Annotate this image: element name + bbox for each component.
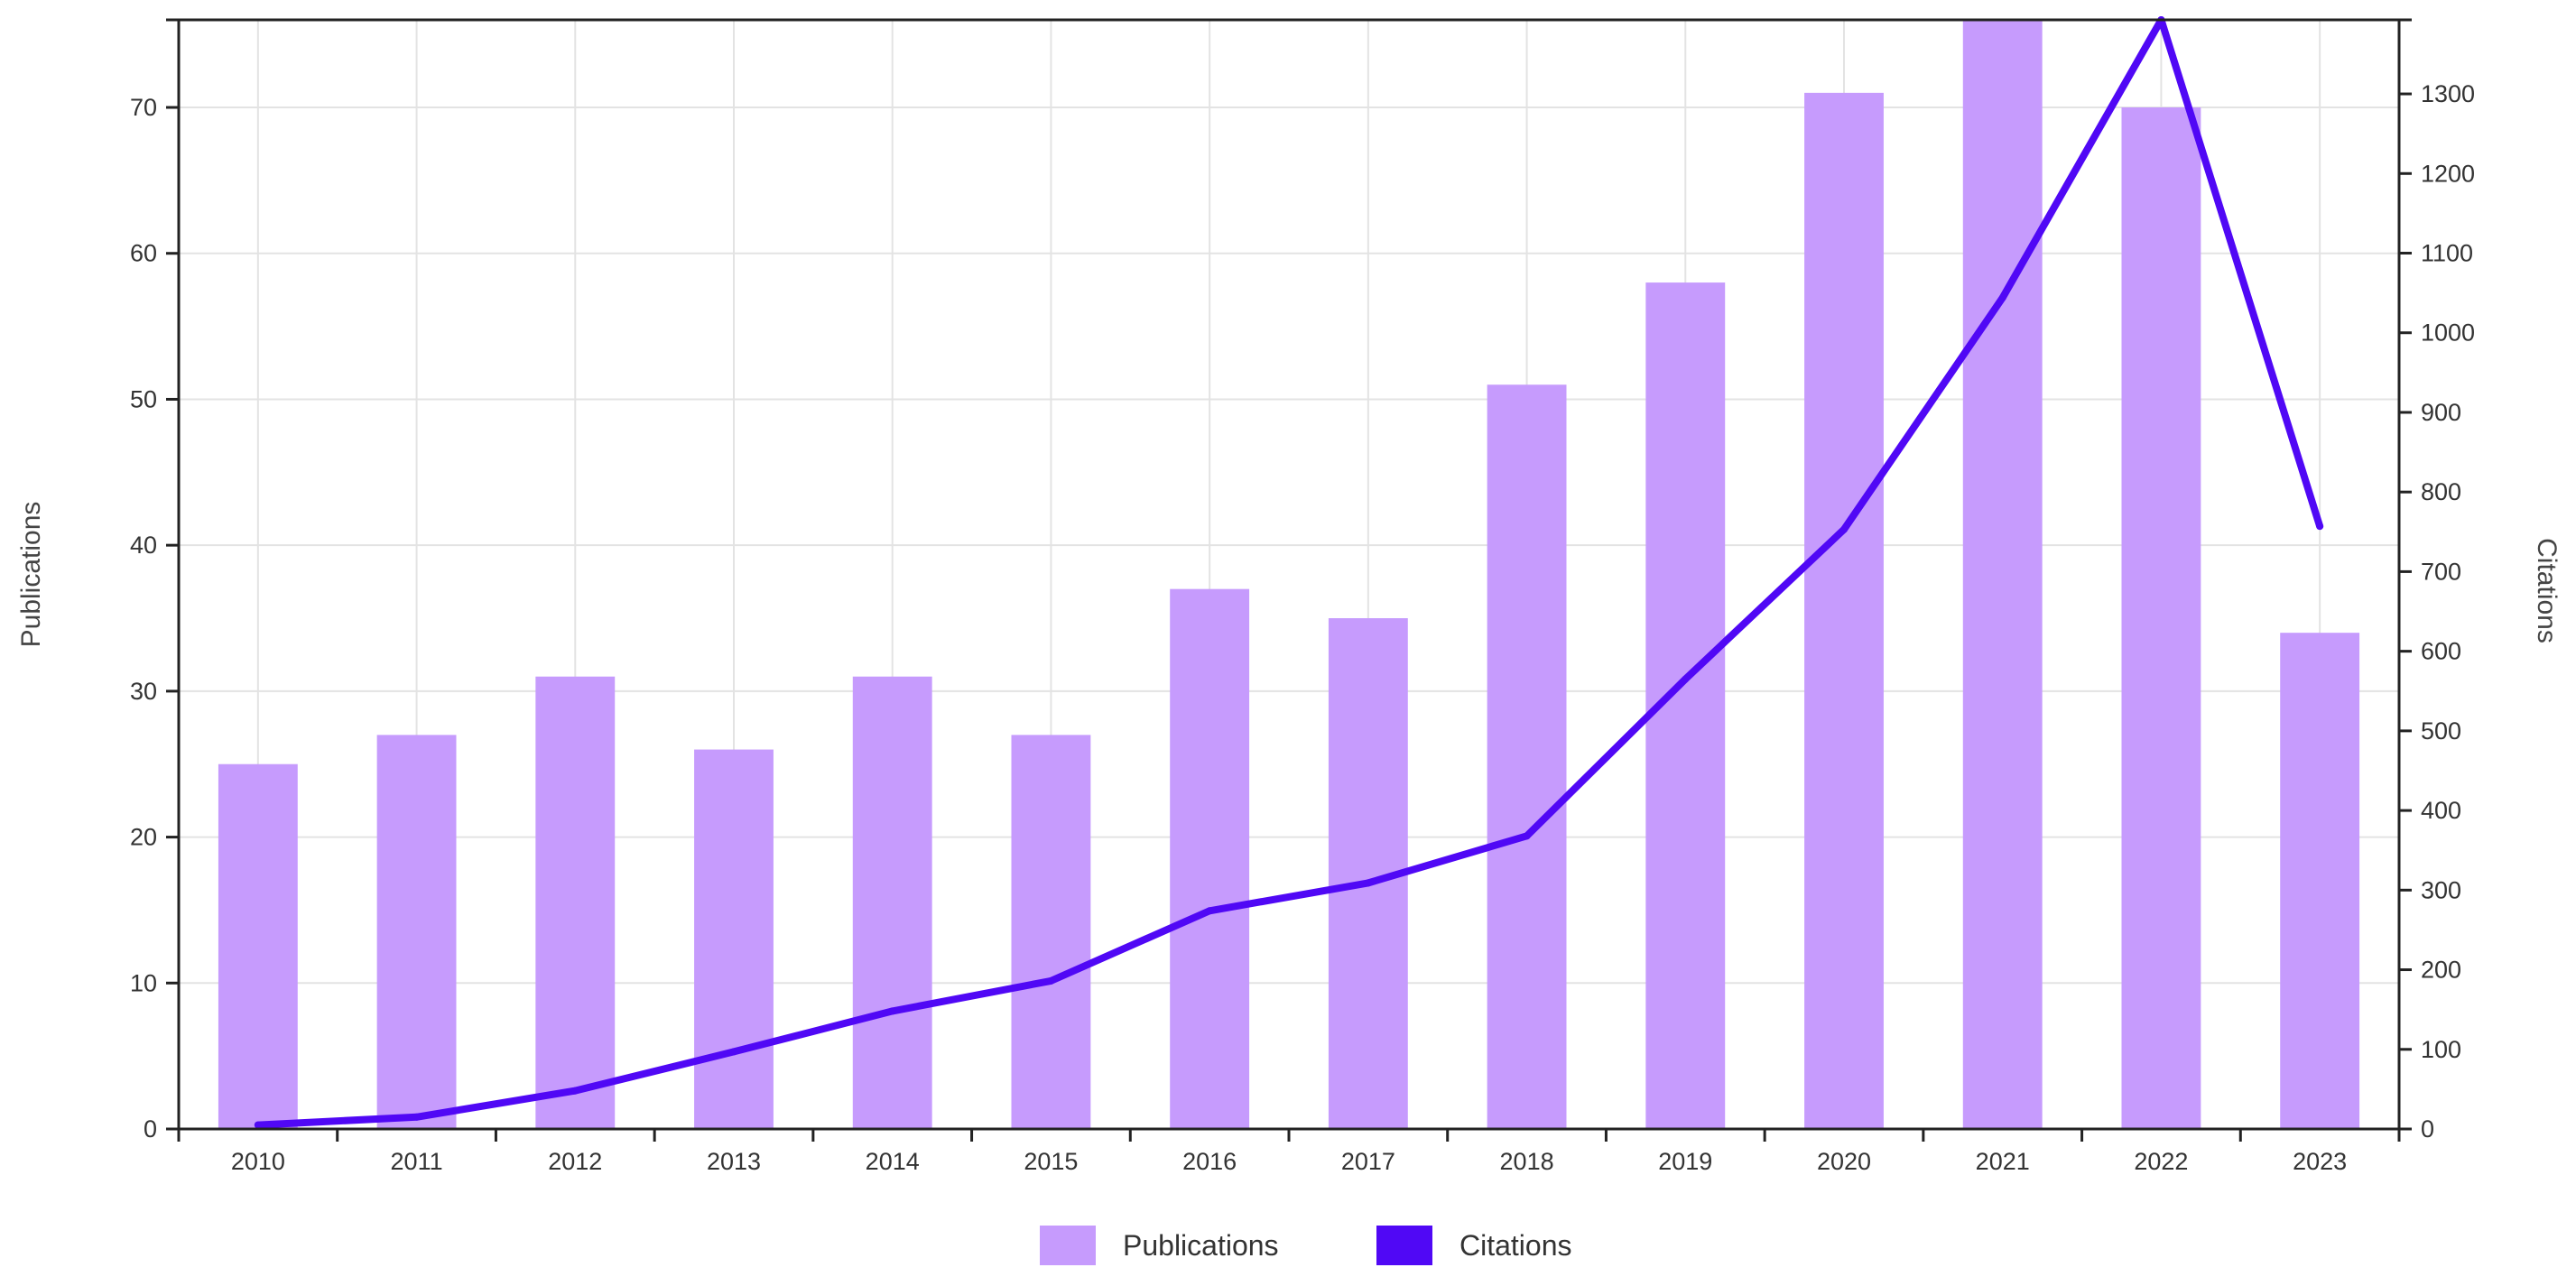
x-tick-label: 2010	[231, 1148, 285, 1175]
y-tick-label-left: 20	[130, 824, 157, 851]
legend-swatch-citations	[1376, 1226, 1432, 1265]
y-tick-label-right: 1100	[2421, 240, 2473, 267]
legend-label-citations: Citations	[1459, 1229, 1572, 1262]
point-citations-2013[interactable]	[730, 1048, 737, 1056]
x-tick-label: 2013	[707, 1148, 761, 1175]
legend-item-publications[interactable]: Publications	[1040, 1226, 1279, 1265]
bar-publications-2016[interactable]	[1170, 588, 1250, 1129]
point-citations-2018[interactable]	[1523, 832, 1531, 840]
x-tick-label: 2021	[1976, 1148, 2030, 1175]
x-tick-label: 2016	[1182, 1148, 1237, 1175]
point-citations-2012[interactable]	[571, 1087, 579, 1095]
point-citations-2021[interactable]	[1998, 293, 2006, 301]
y-tick-label-left: 50	[130, 385, 157, 412]
y-tick-label-right: 100	[2421, 1036, 2461, 1063]
bars-layer	[218, 20, 2360, 1130]
bar-publications-2022[interactable]	[2121, 107, 2201, 1129]
y-tick-label-right: 500	[2421, 717, 2461, 745]
legend[interactable]: Publications Citations	[1040, 1226, 1572, 1265]
y-tick-label-right: 800	[2421, 478, 2461, 505]
x-tick-label: 2012	[548, 1148, 602, 1175]
bar-publications-2021[interactable]	[1962, 20, 2043, 1129]
y-axis-title-left: Publications	[16, 502, 46, 648]
bar-publications-2020[interactable]	[1804, 92, 1884, 1130]
y-tick-label-left: 70	[130, 94, 157, 121]
bar-publications-2015[interactable]	[1011, 735, 1091, 1129]
y-tick-label-right: 600	[2421, 638, 2461, 665]
point-citations-2015[interactable]	[1047, 976, 1055, 985]
y-tick-label-right: 700	[2421, 558, 2461, 585]
axes-layer	[166, 18, 2412, 1142]
y-tick-label-left: 30	[130, 678, 157, 705]
legend-item-citations[interactable]: Citations	[1376, 1226, 1572, 1265]
y-tick-label-right: 0	[2421, 1115, 2434, 1143]
x-tick-label: 2019	[1658, 1148, 1712, 1175]
x-tick-label: 2018	[1500, 1148, 1554, 1175]
labels-layer: 0102030405060700100200300400500600700800…	[16, 80, 2562, 1175]
bar-publications-2011[interactable]	[376, 735, 457, 1129]
bar-publications-2014[interactable]	[852, 676, 932, 1129]
y-tick-label-right: 1200	[2421, 160, 2475, 187]
bar-publications-2018[interactable]	[1487, 384, 1567, 1129]
y-tick-label-right: 400	[2421, 797, 2461, 824]
y-tick-label-left: 60	[130, 240, 157, 267]
bar-publications-2023[interactable]	[2280, 633, 2360, 1129]
x-tick-label: 2022	[2134, 1148, 2188, 1175]
x-tick-label: 2014	[866, 1148, 920, 1175]
point-citations-2017[interactable]	[1364, 879, 1372, 887]
bar-publications-2013[interactable]	[694, 749, 774, 1129]
point-citations-2016[interactable]	[1206, 907, 1214, 915]
bar-publications-2010[interactable]	[218, 763, 298, 1129]
legend-swatch-publications	[1040, 1226, 1096, 1265]
line-citations[interactable]	[254, 16, 2324, 1129]
point-citations-2019[interactable]	[1682, 675, 1690, 683]
x-tick-label: 2017	[1341, 1148, 1395, 1175]
y-tick-label-right: 900	[2421, 399, 2461, 426]
x-tick-label: 2011	[391, 1148, 443, 1175]
point-citations-2010[interactable]	[254, 1121, 262, 1129]
y-tick-label-right: 200	[2421, 957, 2461, 984]
y-tick-label-right: 1000	[2421, 319, 2475, 347]
y-tick-label-right: 300	[2421, 876, 2461, 903]
y-tick-label-left: 40	[130, 532, 157, 559]
y-tick-label-left: 0	[144, 1115, 157, 1143]
y-axis-title-right: Citations	[2532, 538, 2562, 643]
point-citations-2011[interactable]	[412, 1113, 421, 1121]
point-citations-2020[interactable]	[1840, 525, 1848, 533]
bar-publications-2012[interactable]	[535, 676, 616, 1129]
legend-label-publications: Publications	[1123, 1229, 1279, 1262]
x-tick-label: 2020	[1817, 1148, 1871, 1175]
x-tick-label: 2023	[2293, 1148, 2347, 1175]
x-tick-label: 2015	[1024, 1148, 1078, 1175]
y-tick-label-left: 10	[130, 969, 157, 996]
point-citations-2023[interactable]	[2316, 523, 2324, 531]
y-tick-label-right: 1300	[2421, 80, 2475, 107]
line-layer	[254, 16, 2324, 1129]
point-citations-2014[interactable]	[888, 1007, 896, 1015]
